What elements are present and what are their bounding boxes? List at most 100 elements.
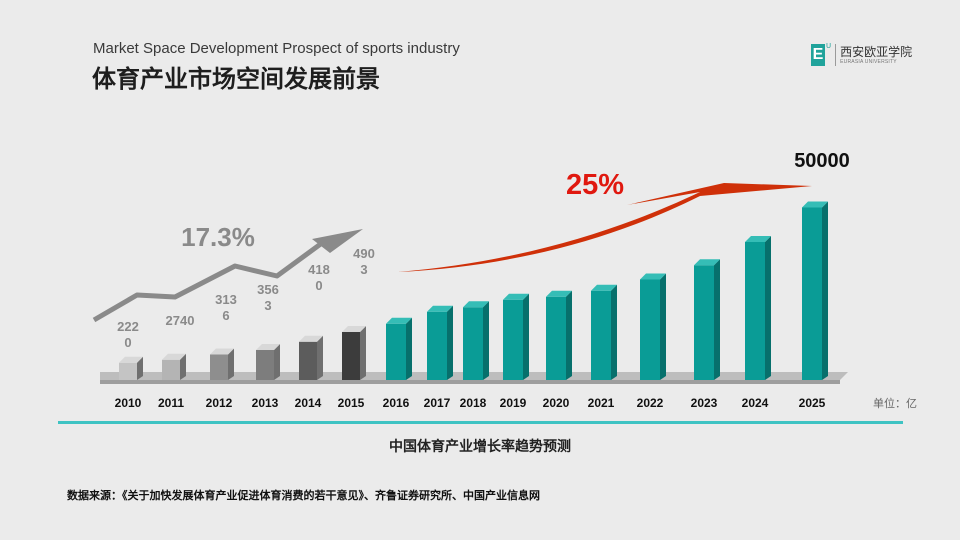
bar-side bbox=[566, 290, 572, 380]
data-label-2014: 418 0 bbox=[308, 262, 330, 293]
data-label-line: 313 bbox=[215, 292, 237, 307]
bar-front bbox=[503, 299, 523, 380]
bar-side bbox=[447, 305, 453, 380]
data-label-2010: 222 0 bbox=[117, 319, 139, 350]
bar-side bbox=[180, 353, 186, 380]
logo-divider bbox=[835, 44, 837, 66]
growth-label-2010-2015: 17.3% bbox=[181, 222, 255, 252]
bar-side bbox=[660, 273, 666, 380]
logo-mark-icon: E bbox=[811, 44, 825, 66]
data-label-line: 3 bbox=[264, 298, 271, 313]
bar-2014 bbox=[299, 335, 323, 380]
logo-name-cn: 西安欧亚学院 bbox=[840, 45, 913, 59]
bar-side bbox=[822, 201, 828, 380]
bar-top bbox=[119, 356, 143, 363]
bar-top bbox=[162, 353, 186, 360]
data-label-2013: 356 3 bbox=[257, 282, 279, 313]
x-tick-label: 2020 bbox=[543, 396, 570, 410]
data-label-2025: 50000 bbox=[794, 150, 850, 172]
x-tick-label: 2021 bbox=[588, 396, 615, 410]
bar-top bbox=[802, 201, 828, 208]
bar-top bbox=[256, 344, 280, 350]
bar-front bbox=[210, 354, 228, 380]
bar-front bbox=[694, 265, 714, 380]
bar-2017 bbox=[427, 305, 453, 380]
bar-front bbox=[342, 332, 360, 380]
bar-2025 bbox=[802, 201, 828, 380]
bar-side bbox=[137, 356, 143, 380]
x-tick-label: 2014 bbox=[295, 396, 322, 410]
caption-accent-line bbox=[58, 421, 903, 424]
data-label-line: 50000 bbox=[794, 150, 850, 172]
bar-2019 bbox=[503, 293, 529, 380]
bar-front bbox=[162, 359, 180, 380]
grey-trend-arrowhead bbox=[312, 229, 363, 253]
bar-side bbox=[714, 259, 720, 380]
page-title: 体育产业市场空间发展前景 bbox=[92, 65, 380, 93]
data-label-2015: 490 3 bbox=[353, 246, 375, 277]
bar-front bbox=[299, 341, 317, 380]
x-tick-label: 2012 bbox=[206, 396, 233, 410]
bar-side bbox=[360, 326, 366, 380]
x-tick-label: 2018 bbox=[460, 396, 487, 410]
bar-side bbox=[611, 284, 617, 380]
bar-2016 bbox=[386, 317, 412, 380]
bar-side bbox=[483, 301, 489, 380]
bar-2024 bbox=[745, 236, 771, 380]
data-label-line: 6 bbox=[222, 308, 229, 323]
x-tick-label: 2011 bbox=[158, 396, 184, 410]
bar-2023 bbox=[694, 259, 720, 380]
bar-2022 bbox=[640, 273, 666, 380]
bar-side bbox=[274, 344, 280, 380]
bar-2013 bbox=[256, 344, 280, 380]
bar-top bbox=[427, 305, 453, 312]
data-label-line: 0 bbox=[315, 278, 322, 293]
bar-top bbox=[463, 301, 489, 308]
x-tick-label: 2016 bbox=[383, 396, 410, 410]
bar-front bbox=[386, 323, 406, 380]
data-label-line: 2740 bbox=[166, 313, 195, 328]
bar-side bbox=[228, 348, 234, 380]
bar-top bbox=[640, 273, 666, 280]
data-label-line: 490 bbox=[353, 246, 375, 261]
bar-front bbox=[256, 350, 274, 380]
bar-top bbox=[386, 317, 412, 324]
bar-side bbox=[765, 236, 771, 380]
growth-label-2016-2025: 25% bbox=[566, 169, 624, 201]
bar-front bbox=[463, 307, 483, 380]
data-label-line: 0 bbox=[124, 335, 131, 350]
x-tick-label: 2019 bbox=[500, 396, 527, 410]
bar-front bbox=[745, 242, 765, 380]
bar-2012 bbox=[210, 348, 234, 380]
bar-top bbox=[299, 335, 323, 342]
bar-2015 bbox=[342, 326, 366, 380]
bar-side bbox=[523, 293, 529, 380]
data-label-line: 356 bbox=[257, 282, 279, 297]
x-tick-label: 2025 bbox=[799, 396, 826, 410]
bar-side bbox=[317, 335, 323, 380]
x-tick-label: 2015 bbox=[338, 396, 365, 410]
data-label-line: 222 bbox=[117, 319, 139, 334]
bar-top bbox=[210, 348, 234, 355]
bar-top bbox=[503, 293, 529, 300]
bar-front bbox=[640, 279, 660, 380]
bar-2011 bbox=[162, 353, 186, 380]
bar-top bbox=[342, 326, 366, 332]
data-label-line: 418 bbox=[308, 262, 330, 277]
bar-front bbox=[546, 296, 566, 380]
bar-front bbox=[119, 362, 137, 380]
data-source: 数据来源：《关于加快发展体育产业促进体育消费的若干意见》、齐鲁证券研究所、中国产… bbox=[67, 489, 540, 502]
x-tick-label: 2023 bbox=[691, 396, 718, 410]
bar-front bbox=[591, 290, 611, 380]
chart-floor-front bbox=[100, 380, 840, 384]
chart-caption: 中国体育产业增长率趋势预测 bbox=[389, 439, 571, 455]
bar-2021 bbox=[591, 284, 617, 380]
grey-trend-line bbox=[92, 240, 324, 323]
subtitle-en: Market Space Development Prospect of spo… bbox=[93, 40, 460, 57]
university-logo: E U 西安欧亚学院 EURASIA UNIVERSITY bbox=[811, 42, 912, 68]
data-label-line: 3 bbox=[360, 262, 367, 277]
x-tick-label: 2010 bbox=[115, 396, 142, 410]
bar-top bbox=[745, 236, 771, 242]
x-tick-label: 2017 bbox=[424, 396, 451, 410]
